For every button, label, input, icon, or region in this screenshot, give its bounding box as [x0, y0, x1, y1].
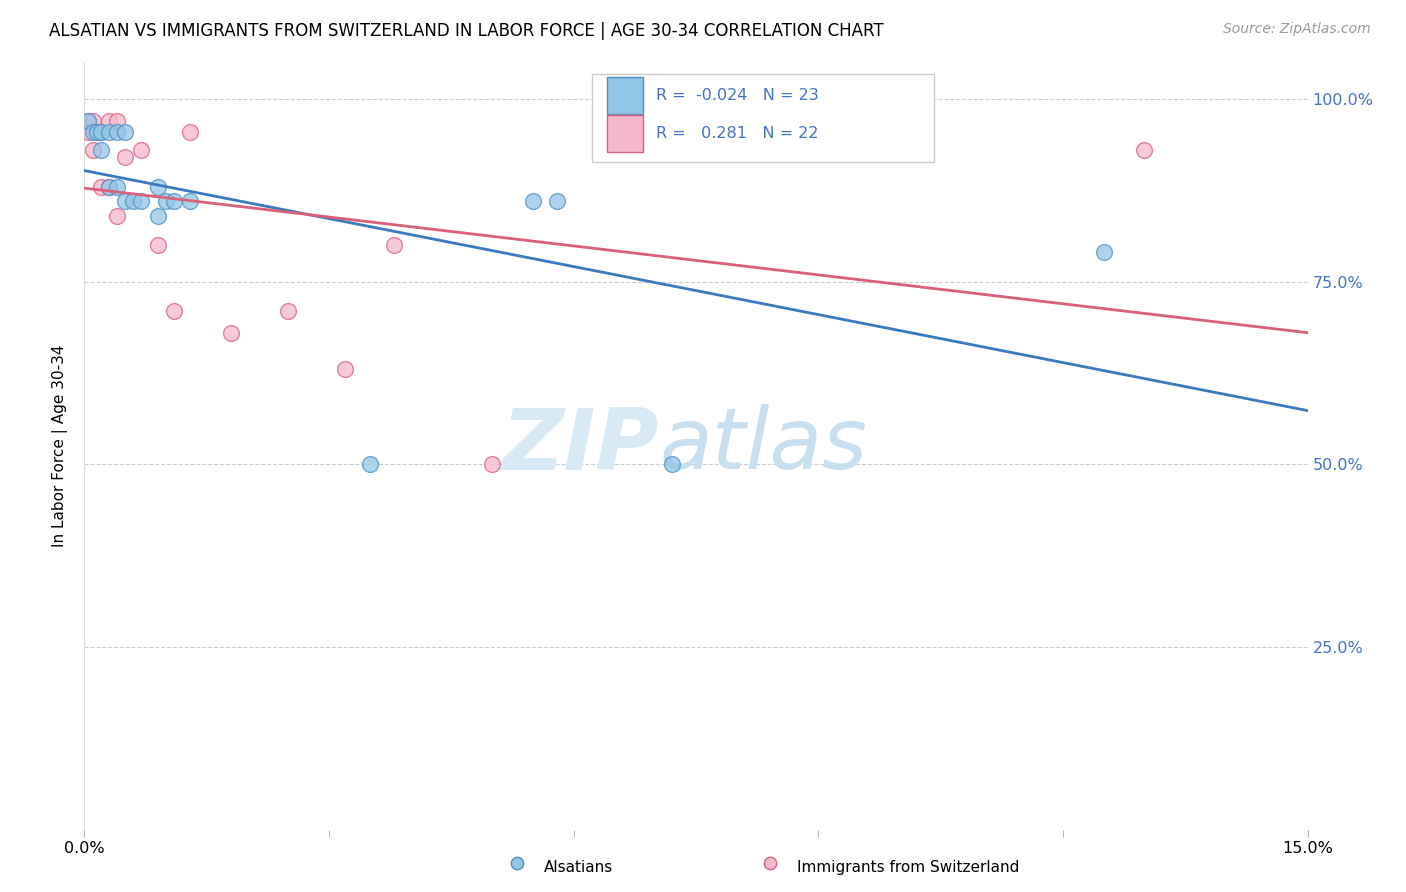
Point [522, 194, 544, 209]
FancyBboxPatch shape [606, 77, 644, 114]
Point [114, 150, 136, 164]
Point [90, 125, 112, 139]
Point [546, 194, 568, 209]
Point [146, 209, 169, 223]
Point [97, 179, 120, 194]
Point [506, 856, 529, 871]
Point [105, 114, 128, 128]
Point [481, 457, 503, 471]
Text: ZIP: ZIP [502, 404, 659, 488]
Point [97, 125, 120, 139]
Point [90, 125, 112, 139]
Point [77, 114, 100, 128]
Point [359, 457, 381, 471]
Point [97, 114, 120, 128]
Point [90, 143, 112, 157]
Point [179, 194, 201, 209]
Point [90, 179, 112, 194]
Text: Immigrants from Switzerland: Immigrants from Switzerland [797, 860, 1019, 874]
Point [759, 856, 782, 871]
Point [163, 303, 186, 318]
Y-axis label: In Labor Force | Age 30-34: In Labor Force | Age 30-34 [52, 344, 69, 548]
Point [77, 125, 100, 139]
FancyBboxPatch shape [606, 115, 644, 153]
Point [82, 143, 104, 157]
Point [105, 209, 128, 223]
Text: R =   0.281   N = 22: R = 0.281 N = 22 [655, 127, 818, 141]
Point [382, 238, 405, 252]
Point [131, 143, 153, 157]
Point [77, 114, 100, 128]
Text: ALSATIAN VS IMMIGRANTS FROM SWITZERLAND IN LABOR FORCE | AGE 30-34 CORRELATION C: ALSATIAN VS IMMIGRANTS FROM SWITZERLAND … [49, 22, 884, 40]
Text: R =  -0.024   N = 23: R = -0.024 N = 23 [655, 88, 818, 103]
Point [82, 114, 104, 128]
Point [661, 457, 683, 471]
Point [105, 179, 128, 194]
Point [179, 125, 201, 139]
Point [114, 125, 136, 139]
Point [86, 125, 108, 139]
Point [163, 194, 186, 209]
Point [122, 194, 145, 209]
Point [219, 326, 242, 340]
Point [1092, 245, 1115, 260]
Point [86, 125, 108, 139]
Point [114, 194, 136, 209]
Point [146, 179, 169, 194]
Point [146, 238, 169, 252]
Text: atlas: atlas [659, 404, 868, 488]
Point [97, 179, 120, 194]
Point [105, 125, 128, 139]
Point [155, 194, 177, 209]
Point [277, 303, 299, 318]
Text: Source: ZipAtlas.com: Source: ZipAtlas.com [1223, 22, 1371, 37]
Point [335, 362, 357, 376]
Point [82, 125, 104, 139]
FancyBboxPatch shape [592, 74, 935, 162]
Point [1133, 143, 1156, 157]
Point [131, 194, 153, 209]
Text: Alsatians: Alsatians [544, 860, 613, 874]
